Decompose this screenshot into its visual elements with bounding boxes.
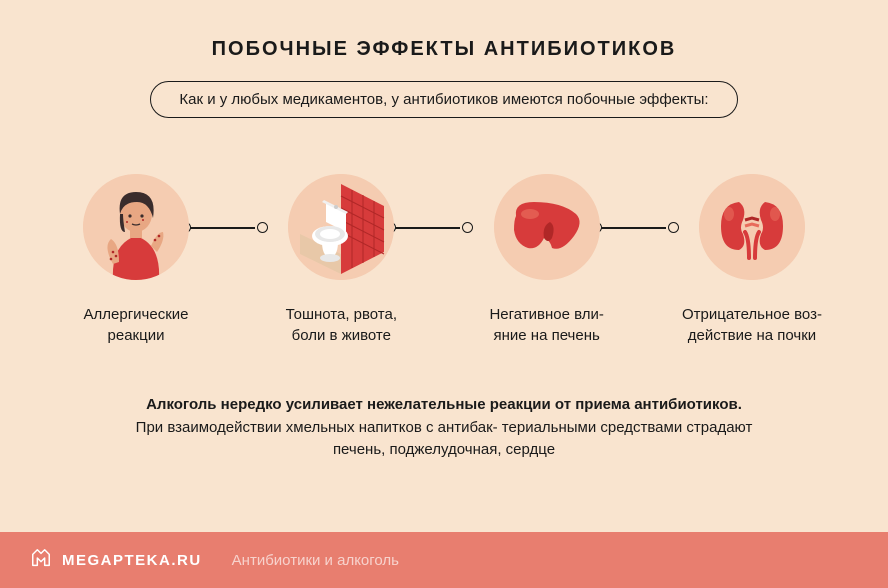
connector-dot	[257, 222, 268, 233]
allergy-person-icon	[83, 174, 189, 280]
connector-3	[600, 227, 666, 229]
items-row: Аллергические реакции	[50, 174, 838, 346]
footnote: Алкоголь нередко усиливает нежелательные…	[134, 394, 754, 462]
liver-icon	[494, 174, 600, 280]
footnote-rest: При взаимодействии хмельных напитков с а…	[136, 419, 753, 459]
page-title: ПОБОЧНЫЕ ЭФФЕКТЫ АНТИБИОТИКОВ	[212, 38, 677, 61]
brand-logo-icon	[30, 547, 52, 573]
brand-text: MEGAPTEKA.RU	[62, 552, 202, 569]
item-liver: Негативное вли- яние на печень	[461, 174, 633, 346]
kidneys-icon	[699, 174, 805, 280]
toilet-icon	[288, 174, 394, 280]
footnote-bold: Алкоголь нередко усиливает нежелательные…	[146, 396, 742, 413]
brand: MEGAPTEKA.RU	[30, 547, 202, 573]
footer-bar: MEGAPTEKA.RU Антибиотики и алкоголь	[0, 532, 888, 588]
item-nausea: Тошнота, рвота, боли в животе	[255, 174, 427, 346]
item-label: Аллергические реакции	[84, 304, 189, 346]
connector-2	[394, 227, 460, 229]
infographic-canvas: ПОБОЧНЫЕ ЭФФЕКТЫ АНТИБИОТИКОВ Как и у лю…	[0, 0, 888, 588]
item-label: Тошнота, рвота, боли в животе	[286, 304, 397, 346]
connector-dot	[462, 222, 473, 233]
item-label: Негативное вли- яние на печень	[489, 304, 603, 346]
main-area: ПОБОЧНЫЕ ЭФФЕКТЫ АНТИБИОТИКОВ Как и у лю…	[0, 0, 888, 532]
item-kidneys: Отрицательное воз- действие на почки	[666, 174, 838, 346]
item-allergy: Аллергические реакции	[50, 174, 222, 346]
item-label: Отрицательное воз- действие на почки	[682, 304, 822, 346]
subtitle-pill: Как и у любых медикаментов, у антибиотик…	[150, 81, 737, 118]
connector-dot	[668, 222, 679, 233]
connector-1	[189, 227, 255, 229]
footer-topic: Антибиотики и алкоголь	[232, 552, 399, 569]
